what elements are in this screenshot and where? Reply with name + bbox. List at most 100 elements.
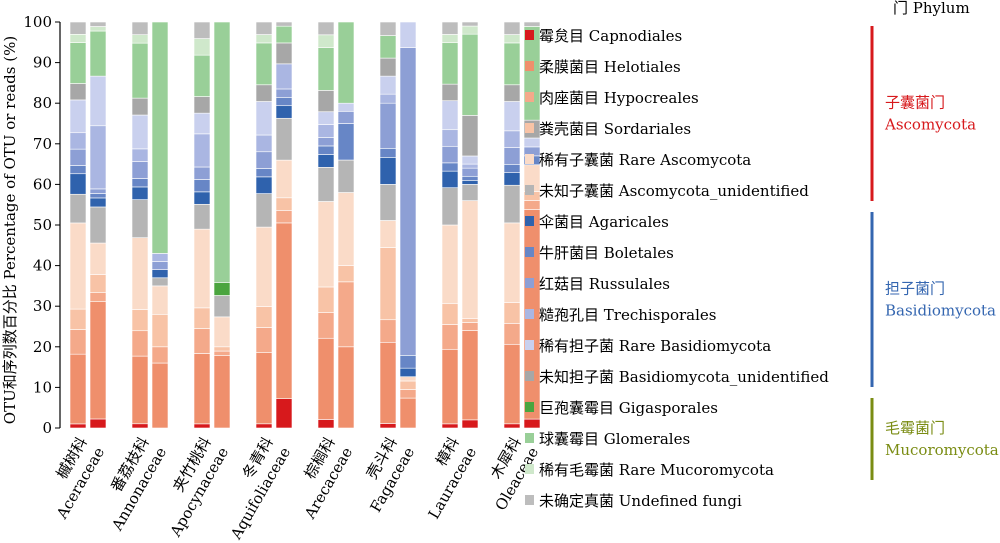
bar-segment — [337, 21, 355, 104]
bar-segment — [379, 184, 397, 221]
bar-segment — [213, 350, 231, 356]
bar-segment — [69, 329, 87, 355]
bar-segment — [131, 114, 149, 150]
legend-swatch — [525, 61, 534, 71]
bar-segment — [379, 75, 397, 95]
bar-segment — [255, 84, 273, 102]
bar-segment — [255, 306, 273, 328]
bar-segment — [275, 42, 293, 65]
bar-segment — [193, 179, 211, 193]
bar-segment — [89, 418, 107, 429]
bar-segment — [523, 26, 541, 121]
bar-segment — [131, 34, 149, 44]
phylum-label-zh: 担子菌门 — [885, 280, 945, 298]
legend-swatch — [525, 309, 534, 319]
bar-segment — [379, 148, 397, 158]
y-tick-label: 90 — [33, 54, 52, 72]
legend-entry: 柔膜菌目 Helotiales — [539, 58, 681, 76]
bar-segment — [193, 166, 211, 180]
bar-segment — [131, 97, 149, 116]
bar-segment — [89, 206, 107, 244]
bar-segment — [255, 193, 273, 228]
legend-swatch — [525, 371, 534, 381]
bar-segment — [461, 184, 479, 201]
bar-segment — [503, 101, 521, 132]
bar-segment — [317, 419, 335, 429]
bar-segment — [131, 161, 149, 179]
bar-segment — [131, 330, 149, 357]
bar-segment — [255, 134, 273, 153]
bar-segment — [193, 228, 211, 309]
legend-entry: 伞菌目 Agaricales — [539, 213, 669, 231]
bar-segment — [441, 303, 459, 325]
bar-segment — [275, 21, 293, 27]
bar-segment — [379, 423, 397, 429]
bar-segment — [89, 193, 107, 199]
bar-segment — [337, 102, 355, 112]
bar-segment — [151, 261, 169, 270]
bar-segment — [151, 285, 169, 315]
bar-segment — [379, 102, 397, 149]
legend-swatch — [525, 123, 534, 133]
bar-segment — [69, 193, 87, 224]
legend-swatch — [525, 247, 534, 257]
phylum-label-en: Ascomycota — [884, 116, 976, 134]
phylum-annotations: 门 Phylum 子囊菌门 Ascomycota 担子菌门 Basidiomycota… — [870, 0, 999, 480]
bar-segment — [193, 21, 211, 39]
bar-segment — [399, 21, 417, 48]
bar-segment — [337, 123, 355, 161]
legend-entry: 稀有子囊菌 Rare Ascomycota — [539, 151, 751, 169]
bar-segment — [337, 192, 355, 266]
bar-segment — [399, 389, 417, 399]
bar-segment — [69, 423, 87, 429]
bar-segment — [213, 355, 231, 429]
legend-entry: 糙孢孔目 Trechisporales — [539, 306, 717, 324]
bar-segment — [69, 34, 87, 43]
bar-segment — [275, 97, 293, 107]
bar-segment — [151, 253, 169, 262]
bar-segment — [461, 419, 479, 429]
legend-entry: 粪壳菌目 Sordariales — [539, 120, 691, 138]
legend-swatch — [525, 278, 534, 288]
bar-segment — [255, 151, 273, 169]
bar-segment — [89, 301, 107, 420]
bar-segment — [193, 191, 211, 205]
bar-segment — [213, 21, 231, 283]
bar-segment — [69, 308, 87, 330]
bar-segment — [461, 330, 479, 421]
bar-segment — [461, 322, 479, 331]
bar-segment — [151, 21, 169, 254]
bar-segment — [379, 247, 397, 321]
bar-segment — [275, 210, 293, 224]
bar-segment — [523, 21, 541, 27]
legend-entry: 稀有毛霉菌 Rare Mucoromycota — [539, 461, 774, 479]
bar-segment — [275, 25, 293, 44]
bar-segment — [379, 319, 397, 343]
bar-segment — [461, 163, 479, 169]
bar-segment — [503, 172, 521, 186]
bar-segment — [151, 314, 169, 348]
phylum-label-en: Basidiomycota — [885, 302, 996, 320]
phylum-label-en: Mucoromycota — [885, 441, 999, 459]
bar-segment — [275, 398, 293, 429]
bar-segment — [523, 418, 541, 429]
bar-segment — [503, 147, 521, 165]
bar-segment — [461, 318, 479, 323]
bar-segment — [503, 21, 521, 35]
bar-segment — [69, 42, 87, 84]
bar-segment — [503, 84, 521, 102]
legend-swatch — [525, 402, 534, 412]
bar-segment — [69, 99, 87, 134]
bar-segment — [131, 178, 149, 188]
bar-segment — [461, 180, 479, 185]
bar-segment — [275, 117, 293, 161]
bar-segment — [379, 157, 397, 185]
bar-segment — [399, 355, 417, 369]
y-tick-label: 0 — [42, 419, 52, 437]
bar-segment — [503, 130, 521, 148]
bar-segment — [255, 176, 273, 194]
bar-segment — [461, 33, 479, 116]
legend-entry: 未确定真菌 Undefined fungi — [539, 492, 742, 510]
legend-swatch — [525, 433, 534, 443]
